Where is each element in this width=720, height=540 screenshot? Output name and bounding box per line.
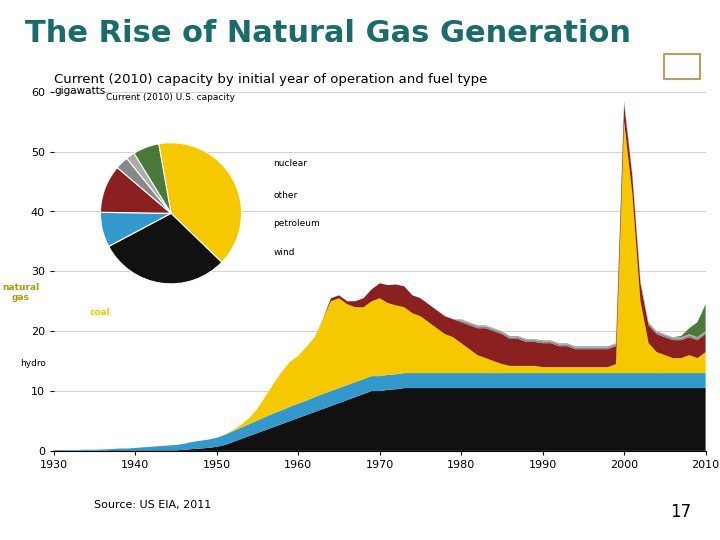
Text: Source: US EIA, 2011: Source: US EIA, 2011 — [94, 500, 211, 510]
Text: natural
gas: natural gas — [2, 283, 40, 302]
Text: gigawatts: gigawatts — [54, 85, 105, 96]
Wedge shape — [134, 144, 171, 213]
Text: other: other — [274, 191, 297, 200]
Wedge shape — [100, 212, 171, 246]
Wedge shape — [109, 213, 222, 284]
Text: hydro: hydro — [20, 359, 46, 368]
Text: I: I — [679, 59, 685, 73]
Wedge shape — [127, 153, 171, 213]
Wedge shape — [101, 167, 171, 213]
Text: 17: 17 — [670, 503, 691, 521]
Text: nuclear: nuclear — [274, 159, 307, 168]
Text: Current (2010) capacity by initial year of operation and fuel type: Current (2010) capacity by initial year … — [54, 73, 487, 86]
Wedge shape — [117, 158, 171, 213]
Text: wind: wind — [274, 248, 294, 256]
Bar — [665, 53, 700, 79]
Wedge shape — [158, 143, 241, 262]
Text: Current (2010) U.S. capacity: Current (2010) U.S. capacity — [107, 93, 235, 102]
Text: The Rise of Natural Gas Generation: The Rise of Natural Gas Generation — [25, 19, 631, 48]
Text: coal: coal — [90, 308, 111, 316]
Text: petroleum: petroleum — [274, 219, 320, 228]
